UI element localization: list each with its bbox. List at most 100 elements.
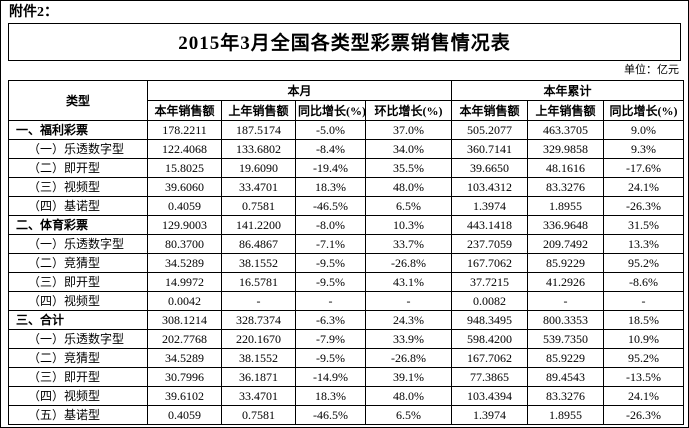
cell-month-previous-sales: - xyxy=(221,291,296,311)
cell-month-yoy-growth: 18.3% xyxy=(295,177,366,197)
header-group-row: 类型 本月 本年累计 xyxy=(8,80,685,121)
cell-month-mom-growth: 24.3% xyxy=(364,310,453,330)
cell-ytd-current-sales: 237.7059 xyxy=(451,234,529,254)
cell-month-current-sales: 39.6060 xyxy=(147,177,222,197)
table-row: 三、合计 308.1214 328.7374 -6.3% 24.3% 948.3495 80… xyxy=(8,310,685,330)
cell-month-previous-sales: 328.7374 xyxy=(221,310,296,330)
page-title: 2015年3月全国各类型彩票销售情况表 xyxy=(8,23,681,61)
cell-month-previous-sales: 38.1552 xyxy=(221,253,296,273)
attachment-label: 附件2： xyxy=(9,5,58,20)
table-row: （二）竞猜型 34.5289 38.1552 -9.5% -26.8% 167.7062 8… xyxy=(8,253,685,273)
header-ytd-group: 本年累计 xyxy=(451,80,685,101)
table-row: （三）视频型 39.6060 33.4701 18.3% 48.0% 103.4312 83… xyxy=(8,177,685,197)
cell-ytd-yoy-growth: -8.6% xyxy=(603,272,685,292)
cell-month-current-sales: 178.2211 xyxy=(147,120,222,140)
header-this-month-group: 本月 xyxy=(146,80,453,101)
cell-month-yoy-growth: -19.4% xyxy=(295,158,366,178)
cell-month-current-sales: 39.6102 xyxy=(147,386,222,406)
cell-month-yoy-growth: -7.9% xyxy=(295,329,366,349)
cell-ytd-current-sales: 443.1418 xyxy=(451,215,529,235)
cell-ytd-current-sales: 0.0082 xyxy=(451,291,529,311)
table-row: （三）即开型 14.9972 16.5781 -9.5% 43.1% 37.7215 41.… xyxy=(8,272,685,292)
header-ytd-yoy-growth: 同比增长(%) xyxy=(603,100,685,121)
row-type-label: （四）视频型 xyxy=(8,291,148,311)
cell-ytd-current-sales: 598.4200 xyxy=(451,329,529,349)
cell-month-current-sales: 34.5289 xyxy=(147,253,222,273)
cell-ytd-yoy-growth: -17.6% xyxy=(603,158,685,178)
table-row: （四）基诺型 0.4059 0.7581 -46.5% 6.5% 1.3974 1.8955… xyxy=(8,196,685,216)
cell-month-yoy-growth: -46.5% xyxy=(295,405,366,425)
header-columns-row: 本年销售额 上年销售额 同比增长(%) 环比增长(%) 本年销售额 上年销售额 … xyxy=(9,100,685,121)
cell-ytd-current-sales: 167.7062 xyxy=(451,253,529,273)
cell-month-current-sales: 80.3700 xyxy=(147,234,222,254)
cell-ytd-yoy-growth: 13.3% xyxy=(603,234,685,254)
cell-ytd-current-sales: 39.6650 xyxy=(451,158,529,178)
cell-ytd-previous-sales: 800.3353 xyxy=(527,310,605,330)
cell-ytd-current-sales: 37.7215 xyxy=(451,272,529,292)
cell-month-yoy-growth: -9.5% xyxy=(295,253,366,273)
row-type-label: （二）即开型 xyxy=(8,158,148,178)
header-month-previous-sales: 上年销售额 xyxy=(221,100,296,121)
table-row: （一）乐透数字型 80.3700 86.4867 -7.1% 33.7% 237.7059… xyxy=(8,234,685,254)
row-type-label: 三、合计 xyxy=(8,310,148,330)
row-type-label: （一）乐透数字型 xyxy=(8,139,148,159)
cell-month-mom-growth: 48.0% xyxy=(364,386,453,406)
header-ytd-current-sales: 本年销售额 xyxy=(451,100,529,121)
cell-ytd-yoy-growth: 95.2% xyxy=(603,253,685,273)
cell-ytd-current-sales: 1.3974 xyxy=(451,196,529,216)
cell-ytd-current-sales: 505.2077 xyxy=(451,120,529,140)
cell-ytd-previous-sales: 463.3705 xyxy=(527,120,605,140)
cell-month-previous-sales: 19.6090 xyxy=(221,158,296,178)
row-type-label: （一）乐透数字型 xyxy=(8,234,148,254)
row-type-label: （二）竞猜型 xyxy=(8,253,148,273)
cell-ytd-yoy-growth: 18.5% xyxy=(603,310,685,330)
cell-month-mom-growth: -26.8% xyxy=(364,253,453,273)
cell-month-current-sales: 308.1214 xyxy=(147,310,222,330)
cell-ytd-current-sales: 1.3974 xyxy=(451,405,529,425)
row-type-label: （一）乐透数字型 xyxy=(8,329,148,349)
row-type-label: （四）基诺型 xyxy=(8,196,148,216)
row-type-label: （三）即开型 xyxy=(8,367,148,387)
cell-ytd-yoy-growth: 9.0% xyxy=(603,120,685,140)
cell-month-current-sales: 30.7996 xyxy=(147,367,222,387)
cell-month-previous-sales: 36.1871 xyxy=(221,367,296,387)
cell-month-previous-sales: 141.2200 xyxy=(221,215,296,235)
cell-month-yoy-growth: - xyxy=(295,291,366,311)
cell-ytd-previous-sales: 41.2926 xyxy=(527,272,605,292)
cell-ytd-previous-sales: 83.3276 xyxy=(527,386,605,406)
cell-ytd-current-sales: 360.7141 xyxy=(451,139,529,159)
cell-month-previous-sales: 16.5781 xyxy=(221,272,296,292)
cell-ytd-previous-sales: 1.8955 xyxy=(527,405,605,425)
table-row: （四）视频型 0.0042- - -0.0082- - xyxy=(8,291,685,311)
lottery-sales-table: 类型 本月 本年累计 本年销售额 上年销售额 同比增长(%) 环比增长(%) 本… xyxy=(8,80,685,425)
cell-month-current-sales: 0.4059 xyxy=(147,196,222,216)
cell-month-mom-growth: 39.1% xyxy=(364,367,453,387)
cell-month-previous-sales: 33.4701 xyxy=(221,386,296,406)
cell-month-mom-growth: 37.0% xyxy=(364,120,453,140)
row-type-label: （二）竞猜型 xyxy=(8,348,148,368)
row-type-label: （五）基诺型 xyxy=(8,405,148,425)
cell-ytd-previous-sales: 1.8955 xyxy=(527,196,605,216)
cell-month-yoy-growth: -9.5% xyxy=(295,348,366,368)
header-month-mom-growth: 环比增长(%) xyxy=(364,100,453,121)
cell-month-previous-sales: 220.1670 xyxy=(221,329,296,349)
table-body: 一、福利彩票 178.2211 187.5174 -5.0% 37.0% 505.2077… xyxy=(8,120,685,425)
cell-month-current-sales: 15.8025 xyxy=(147,158,222,178)
header-ytd-previous-sales: 上年销售额 xyxy=(527,100,605,121)
table-row: （四）视频型 39.6102 33.4701 18.3% 48.0% 103.4394 83… xyxy=(8,386,685,406)
row-type-label: （四）视频型 xyxy=(8,386,148,406)
cell-ytd-previous-sales: 89.4543 xyxy=(527,367,605,387)
cell-month-mom-growth: 48.0% xyxy=(364,177,453,197)
cell-month-current-sales: 202.7768 xyxy=(147,329,222,349)
cell-ytd-yoy-growth: 24.1% xyxy=(603,177,685,197)
cell-ytd-previous-sales: 329.9858 xyxy=(527,139,605,159)
cell-month-current-sales: 0.4059 xyxy=(147,405,222,425)
cell-month-yoy-growth: -7.1% xyxy=(295,234,366,254)
cell-ytd-yoy-growth: -13.5% xyxy=(603,367,685,387)
cell-month-current-sales: 0.0042 xyxy=(147,291,222,311)
cell-ytd-previous-sales: 48.1616 xyxy=(527,158,605,178)
cell-month-mom-growth: 33.9% xyxy=(364,329,453,349)
table-row: （二）即开型 15.8025 19.6090 -19.4% 35.5% 39.6650 48… xyxy=(8,158,685,178)
cell-month-previous-sales: 0.7581 xyxy=(221,196,296,216)
cell-month-previous-sales: 33.4701 xyxy=(221,177,296,197)
